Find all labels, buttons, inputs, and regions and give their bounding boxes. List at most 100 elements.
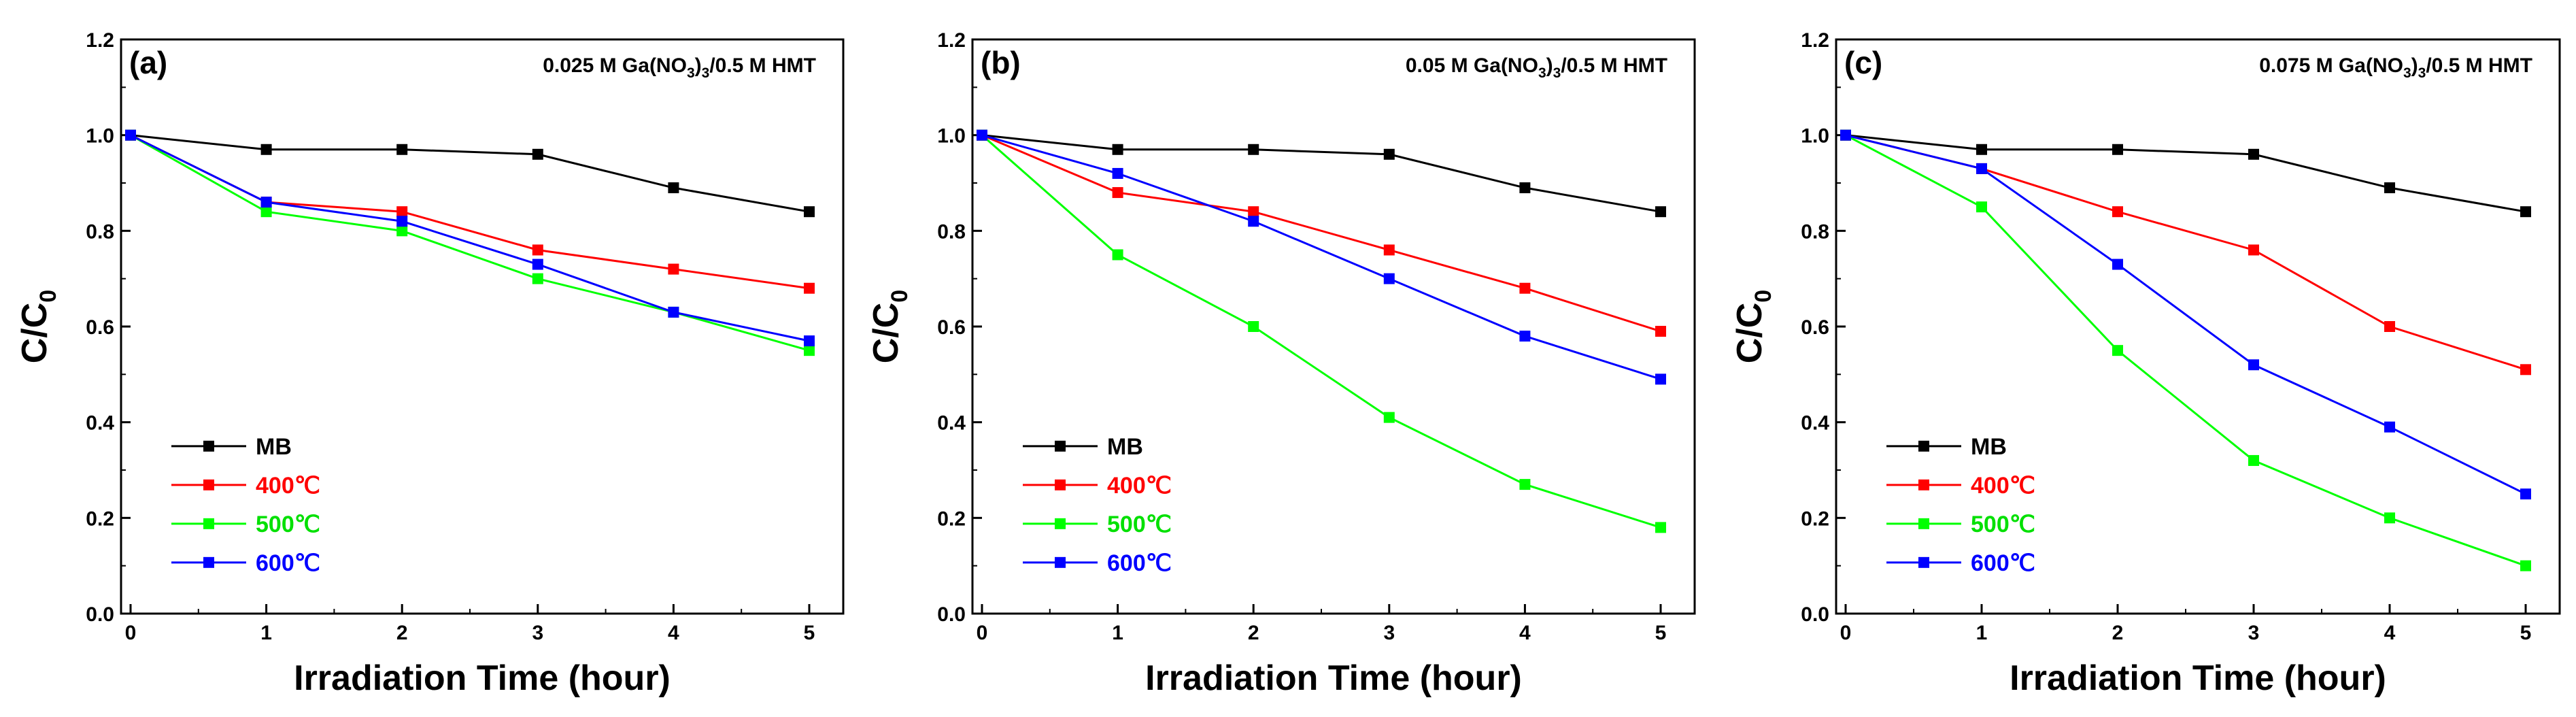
data-point-c-3-4 — [2384, 421, 2395, 433]
annotation-sub2-c: 3 — [2418, 65, 2426, 81]
chart-b-svg: 0 1 2 3 4 5 0.0 0.2 0.4 0.6 0.8 1.0 1.2 Irradiation T… — [866, 29, 1696, 698]
data-point-b-3-1 — [1112, 167, 1123, 179]
panel-label-b: (b) — [981, 45, 1021, 80]
x-tick-label-b-2: 2 — [1248, 622, 1259, 644]
data-point-b-2-4 — [1519, 479, 1531, 490]
data-point-a-2-1 — [260, 206, 272, 218]
chart-panel-a: 0 1 2 3 4 5 0.0 0.2 0.4 0.6 0.8 1.0 1.2 Irradiation T… — [0, 0, 858, 717]
data-point-b-3-2 — [1248, 216, 1259, 227]
data-point-c-2-5 — [2520, 560, 2531, 571]
data-point-b-3-0 — [977, 129, 987, 141]
legend-label-c-2: 500℃ — [1971, 512, 2035, 537]
y-axis-label-main-b: C/C — [866, 303, 906, 364]
data-point-a-3-1 — [260, 197, 272, 208]
y-axis-label-a: C/C0 — [15, 290, 61, 363]
series-line-a-0 — [130, 134, 810, 213]
data-point-a-0-1 — [260, 144, 272, 155]
y-tick-label-b-3: 0.6 — [937, 316, 966, 339]
legend-label-c-1: 400℃ — [1971, 473, 2035, 499]
y-tick-label-c-6: 1.2 — [1801, 29, 1829, 52]
x-axis-label-c: Irradiation Time (hour) — [2010, 658, 2386, 698]
legend-label-b-2: 500℃ — [1107, 512, 1172, 537]
data-point-c-0-5 — [2520, 206, 2531, 218]
annotation-sub1-a: 3 — [687, 65, 695, 81]
x-axis-label-b: Irradiation Time (hour) — [1145, 658, 1522, 698]
series-line-c-2 — [1845, 134, 2526, 567]
annotation-c: 0.075 M Ga(NO3)3/0.5 M HMT — [2259, 54, 2532, 81]
data-point-b-3-4 — [1519, 331, 1531, 342]
data-point-c-1-3 — [2248, 244, 2259, 256]
y-tick-label-a-4: 0.8 — [86, 220, 114, 243]
legend-label-c-3: 600℃ — [1971, 550, 2035, 576]
data-point-c-1-2 — [2112, 206, 2123, 218]
y-axis-label-b: C/C0 — [866, 290, 913, 363]
data-point-b-1-1 — [1112, 187, 1123, 199]
y-axis-label-sub-b: 0 — [887, 290, 913, 303]
chart-c-svg: 0 1 2 3 4 5 0.0 0.2 0.4 0.6 0.8 1.0 1.2 Irradiation T… — [1730, 29, 2561, 698]
data-point-a-3-0 — [125, 129, 136, 141]
y-tick-label-c-4: 0.8 — [1801, 220, 1829, 243]
data-point-c-1-4 — [2384, 321, 2395, 332]
data-point-b-0-5 — [1655, 206, 1666, 218]
annotation-mid-a: ) — [695, 54, 702, 77]
y-tick-label-b-6: 1.2 — [937, 29, 966, 52]
legend-label-a-3: 600℃ — [256, 550, 320, 576]
data-point-c-3-2 — [2112, 259, 2123, 270]
legend-marker-b-2 — [1055, 518, 1066, 529]
data-point-b-1-2 — [1248, 206, 1259, 218]
annotation-sub2-b: 3 — [1553, 65, 1561, 81]
y-tick-label-a-6: 1.2 — [86, 29, 114, 52]
legend-marker-b-0 — [1055, 440, 1066, 452]
annotation-pre-b: 0.05 M Ga(NO — [1406, 54, 1538, 77]
data-point-a-3-5 — [804, 335, 815, 347]
series-line-a-1 — [130, 134, 810, 290]
data-point-b-1-5 — [1655, 326, 1666, 337]
annotation-a: 0.025 M Ga(NO3)3/0.5 M HMT — [543, 54, 816, 81]
annotation-mid-b: ) — [1546, 54, 1553, 77]
legend-marker-a-1 — [203, 479, 214, 490]
data-point-b-2-1 — [1112, 249, 1123, 261]
series-line-c-1 — [1845, 134, 2526, 371]
data-point-c-2-3 — [2248, 454, 2259, 466]
x-tick-label-c-0: 0 — [1840, 622, 1852, 644]
series-line-b-1 — [981, 134, 1661, 333]
x-tick-label-a-4: 4 — [668, 622, 679, 644]
data-point-b-2-3 — [1383, 412, 1395, 423]
data-point-c-1-5 — [2520, 364, 2531, 376]
x-tick-label-b-4: 4 — [1519, 622, 1531, 644]
legend-label-c-0: MB — [1971, 434, 2007, 460]
data-point-b-1-3 — [1383, 244, 1395, 256]
data-point-c-3-1 — [1976, 163, 1987, 174]
y-tick-label-a-0: 0.0 — [86, 603, 114, 626]
x-tick-label-b-0: 0 — [977, 622, 988, 644]
series-line-b-3 — [981, 134, 1661, 380]
legend-marker-b-3 — [1055, 556, 1066, 568]
x-axis-label-a: Irradiation Time (hour) — [294, 658, 671, 698]
y-tick-label-c-5: 1.0 — [1801, 125, 1829, 148]
legend-marker-c-1 — [1918, 479, 1929, 490]
x-tick-label-b-1: 1 — [1112, 622, 1123, 644]
data-point-a-2-3 — [532, 273, 543, 284]
plot-frame-c — [1835, 38, 2561, 615]
annotation-post-c: /0.5 M HMT — [2426, 54, 2532, 77]
x-tick-label-c-2: 2 — [2112, 622, 2124, 644]
data-point-a-0-4 — [668, 182, 679, 194]
y-tick-label-b-5: 1.0 — [937, 125, 966, 148]
data-point-a-1-5 — [804, 282, 815, 294]
x-tick-label-a-1: 1 — [260, 622, 272, 644]
data-point-b-3-5 — [1655, 373, 1666, 385]
chart-a-svg: 0 1 2 3 4 5 0.0 0.2 0.4 0.6 0.8 1.0 1.2 Irradiation T… — [15, 29, 845, 698]
legend-label-b-3: 600℃ — [1107, 550, 1172, 576]
annotation-post-b: /0.5 M HMT — [1561, 54, 1667, 77]
x-tick-label-c-3: 3 — [2248, 622, 2260, 644]
legend-label-a-2: 500℃ — [256, 512, 320, 537]
y-axis-label-sub-c: 0 — [1750, 290, 1776, 303]
y-axis-label-main-a: C/C — [15, 303, 54, 364]
data-point-c-0-4 — [2384, 182, 2395, 194]
y-tick-label-c-1: 0.2 — [1801, 507, 1829, 530]
annotation-pre-c: 0.075 M Ga(NO — [2259, 54, 2403, 77]
x-tick-label-a-2: 2 — [396, 622, 408, 644]
data-point-c-2-2 — [2112, 345, 2123, 356]
annotation-sub2-a: 3 — [702, 65, 710, 81]
data-point-a-0-2 — [396, 144, 408, 155]
